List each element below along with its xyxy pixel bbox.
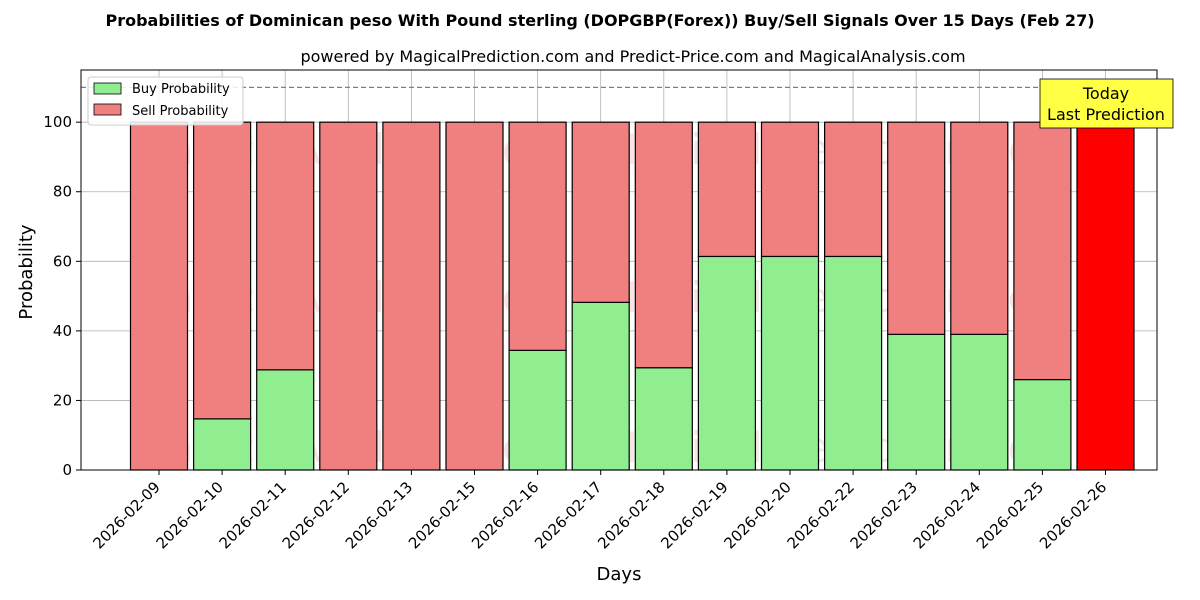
highlight-bar: [1076, 121, 1135, 471]
y-axis-label: Probability: [16, 224, 37, 319]
y-tick-label: 100: [43, 113, 72, 131]
x-tick-label: 2026-02-23: [847, 478, 921, 552]
buy-bar: [1013, 378, 1072, 471]
x-tick-label: 2026-02-24: [910, 478, 984, 552]
x-tick-label: 2026-02-16: [468, 478, 542, 552]
buy-bar: [950, 333, 1009, 471]
x-axis: 2026-02-092026-02-102026-02-112026-02-12…: [89, 470, 1110, 552]
legend-sell-label: Sell Probability: [132, 104, 229, 119]
y-tick-label: 0: [62, 461, 72, 479]
sell-bar: [950, 121, 1009, 335]
sell-bar: [823, 121, 883, 258]
legend: Buy Probability Sell Probability: [87, 76, 244, 126]
plot-frame: [80, 69, 1158, 471]
sell-bar: [382, 121, 441, 471]
chart-title: Probabilities of Dominican peso With Pou…: [105, 11, 1094, 30]
buy-bar: [256, 369, 315, 471]
sell-bar: [1013, 121, 1072, 381]
sell-bar: [256, 121, 315, 371]
x-tick-label: 2026-02-09: [89, 478, 163, 552]
sell-bar: [193, 121, 252, 420]
y-axis: 0 20 40 60 80 100: [43, 113, 81, 479]
annotation-line-1: Today: [1082, 84, 1129, 103]
buy-bar: [193, 418, 252, 471]
legend-box: [87, 76, 244, 126]
chart-subtitle: powered by MagicalPrediction.com and Pre…: [300, 47, 965, 66]
buy-bar: [634, 367, 693, 471]
legend-sell-swatch: [93, 103, 122, 116]
sell-bar: [571, 121, 630, 303]
sell-bar: [319, 121, 378, 471]
sell-bar: [508, 121, 567, 351]
annotation-box: [1039, 78, 1174, 129]
x-tick-label: 2026-02-25: [973, 478, 1047, 552]
sell-bar: [760, 121, 820, 258]
buy-bar: [760, 255, 820, 471]
sell-bar: [634, 121, 693, 369]
x-tick-label: 2026-02-11: [216, 478, 290, 552]
x-tick-label: 2026-02-15: [405, 478, 479, 552]
y-tick-label: 40: [53, 322, 72, 340]
y-tick-label: 60: [53, 252, 72, 270]
buy-bar: [697, 255, 757, 471]
x-tick-label: 2026-02-20: [720, 478, 794, 552]
buy-bar: [887, 333, 946, 471]
x-tick-label: 2026-02-19: [657, 478, 731, 552]
legend-buy-swatch: [93, 82, 122, 95]
buy-bar: [823, 255, 883, 471]
x-tick-label: 2026-02-17: [531, 478, 605, 552]
x-tick-label: 2026-02-10: [153, 478, 227, 552]
x-tick-label: 2026-02-26: [1036, 478, 1110, 552]
today-annotation: Today Last Prediction: [1039, 78, 1174, 129]
y-tick-label: 20: [53, 391, 72, 409]
legend-buy-label: Buy Probability: [132, 82, 230, 97]
y-tick-label: 80: [53, 183, 72, 201]
x-axis-label: Days: [597, 564, 642, 585]
sell-bar: [445, 121, 504, 471]
buy-bar: [571, 301, 630, 471]
sell-bar: [129, 121, 189, 471]
x-tick-label: 2026-02-12: [279, 478, 353, 552]
x-tick-label: 2026-02-13: [342, 478, 416, 552]
sell-bar: [887, 121, 946, 335]
x-tick-label: 2026-02-18: [594, 478, 668, 552]
annotation-line-2: Last Prediction: [1047, 105, 1165, 124]
bars: [129, 121, 1135, 471]
x-tick-label: 2026-02-22: [784, 478, 858, 552]
sell-bar: [697, 121, 757, 258]
buy-bar: [508, 349, 567, 471]
